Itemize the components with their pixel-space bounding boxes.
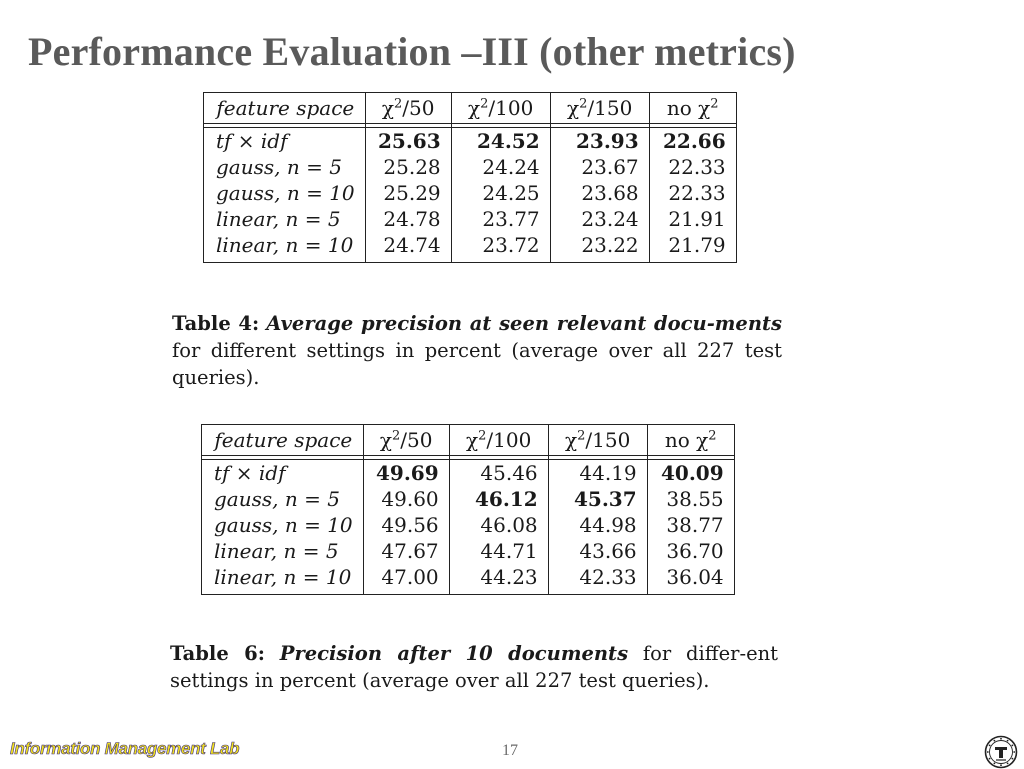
table-cell: 42.33 <box>547 564 648 595</box>
table-cell: 45.46 <box>448 459 549 486</box>
table-row: linear, n = 5 47.67 44.71 43.66 36.70 <box>201 538 735 564</box>
table-cell: 24.74 <box>364 232 452 263</box>
table-cell: 38.55 <box>646 486 735 512</box>
table-cell: 43.66 <box>547 538 648 564</box>
table-cell: 23.68 <box>549 180 650 206</box>
table-row: linear, n = 5 24.78 23.77 23.24 21.91 <box>203 206 737 232</box>
row-label: gauss, n = 10 <box>203 180 366 206</box>
caption-text: for differ-ent settings in percent (aver… <box>170 642 779 692</box>
header-chi100: χ2/100 <box>448 424 549 456</box>
table-cell: 23.93 <box>549 127 650 154</box>
row-label: tf × idf <box>203 127 366 154</box>
table-cell: 44.71 <box>448 538 549 564</box>
page-number: 17 <box>502 742 518 759</box>
table-cell: 23.77 <box>450 206 551 232</box>
table-cell: 46.08 <box>448 512 549 538</box>
row-label: linear, n = 10 <box>203 232 366 263</box>
table-row: gauss, n = 10 25.29 24.25 23.68 22.33 <box>203 180 737 206</box>
table-header-row: feature space χ2/50 χ2/100 χ2/150 no χ2 <box>201 424 735 456</box>
table-cell: 49.56 <box>362 512 450 538</box>
table-cell: 22.66 <box>648 127 737 154</box>
table-row: gauss, n = 10 49.56 46.08 44.98 38.77 <box>201 512 735 538</box>
row-label: linear, n = 10 <box>201 564 364 595</box>
table-row: linear, n = 10 24.74 23.72 23.22 21.79 <box>203 232 737 263</box>
average-precision-table: feature space χ2/50 χ2/100 χ2/150 no χ2 … <box>203 92 737 263</box>
row-label: linear, n = 5 <box>201 538 364 564</box>
slide-title: Performance Evaluation –III (other metri… <box>28 29 796 74</box>
row-label: tf × idf <box>201 459 364 486</box>
table-cell: 49.69 <box>362 459 450 486</box>
table-cell: 24.25 <box>450 180 551 206</box>
table-cell: 40.09 <box>646 459 735 486</box>
university-seal-icon <box>984 735 1018 769</box>
caption-label: Table 4: <box>172 312 260 335</box>
header-no-chi: no χ2 <box>646 424 735 456</box>
table-row: tf × idf 49.69 45.46 44.19 40.09 <box>201 459 735 486</box>
lab-logo-text: Information Management Lab <box>10 739 240 759</box>
row-label: gauss, n = 10 <box>201 512 364 538</box>
caption-label: Table 6: <box>170 642 265 665</box>
header-chi100: χ2/100 <box>450 92 551 124</box>
table-cell: 36.04 <box>646 564 735 595</box>
table-cell: 24.24 <box>450 154 551 180</box>
table-cell: 25.29 <box>364 180 452 206</box>
table-cell: 23.72 <box>450 232 551 263</box>
table-cell: 23.67 <box>549 154 650 180</box>
table-cell: 24.78 <box>364 206 452 232</box>
caption-emphasis: Precision after 10 documents <box>279 642 629 665</box>
caption-emphasis: Average precision at seen relevant docu-… <box>266 312 782 335</box>
table-header-row: feature space χ2/50 χ2/100 χ2/150 no χ2 <box>203 92 737 124</box>
header-chi150: χ2/150 <box>547 424 648 456</box>
table-cell: 24.52 <box>450 127 551 154</box>
table-cell: 44.23 <box>448 564 549 595</box>
header-feature-space: feature space <box>201 424 364 456</box>
table-cell: 47.00 <box>362 564 450 595</box>
table-cell: 22.33 <box>648 154 737 180</box>
table-cell: 21.79 <box>648 232 737 263</box>
table-caption: Table 4: Average precision at seen relev… <box>172 310 782 391</box>
header-chi50: χ2/50 <box>364 92 452 124</box>
table-cell: 22.33 <box>648 180 737 206</box>
table-row: tf × idf 25.63 24.52 23.93 22.66 <box>203 127 737 154</box>
table-cell: 36.70 <box>646 538 735 564</box>
table-row: linear, n = 10 47.00 44.23 42.33 36.04 <box>201 564 735 595</box>
table-caption: Table 6: Precision after 10 documents fo… <box>170 640 778 694</box>
table-cell: 49.60 <box>362 486 450 512</box>
table-row: gauss, n = 5 49.60 46.12 45.37 38.55 <box>201 486 735 512</box>
header-chi50: χ2/50 <box>362 424 450 456</box>
row-label: gauss, n = 5 <box>201 486 364 512</box>
header-feature-space: feature space <box>203 92 366 124</box>
caption-text: for different settings in percent (avera… <box>172 339 782 389</box>
header-no-chi: no χ2 <box>648 92 737 124</box>
table-cell: 38.77 <box>646 512 735 538</box>
table-row: gauss, n = 5 25.28 24.24 23.67 22.33 <box>203 154 737 180</box>
table-cell: 23.22 <box>549 232 650 263</box>
table-cell: 21.91 <box>648 206 737 232</box>
header-chi150: χ2/150 <box>549 92 650 124</box>
table-cell: 44.98 <box>547 512 648 538</box>
table-cell: 47.67 <box>362 538 450 564</box>
table-cell: 23.24 <box>549 206 650 232</box>
table-cell: 25.28 <box>364 154 452 180</box>
table-cell: 44.19 <box>547 459 648 486</box>
row-label: gauss, n = 5 <box>203 154 366 180</box>
precision-at-10-table: feature space χ2/50 χ2/100 χ2/150 no χ2 … <box>201 424 735 595</box>
table-cell: 46.12 <box>448 486 549 512</box>
table-cell: 25.63 <box>364 127 452 154</box>
row-label: linear, n = 5 <box>203 206 366 232</box>
table-cell: 45.37 <box>547 486 648 512</box>
